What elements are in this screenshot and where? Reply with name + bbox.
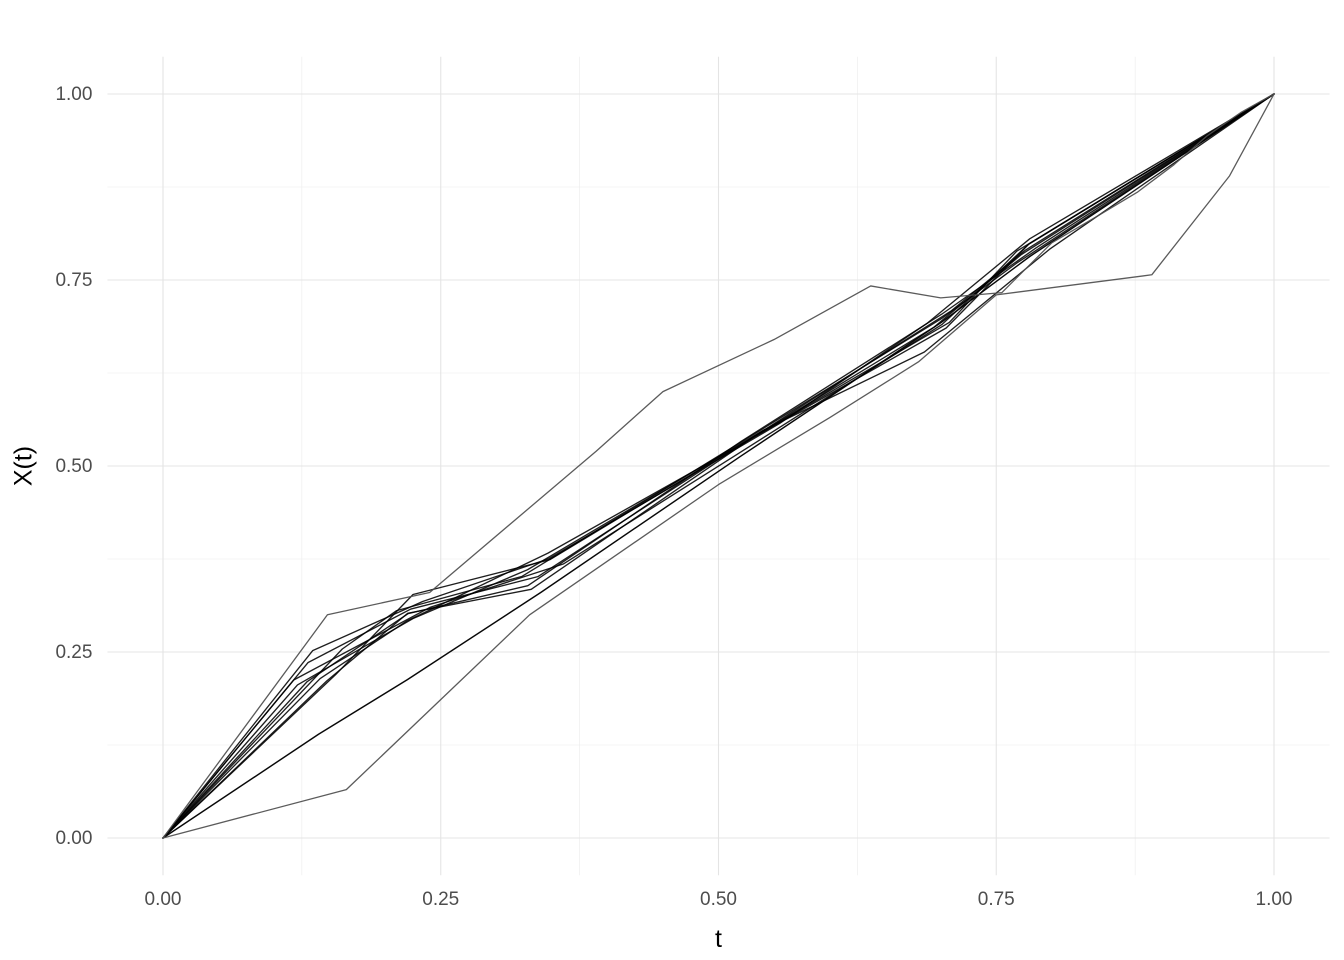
svg-text:0.00: 0.00 [55,828,92,849]
svg-text:1.00: 1.00 [55,84,92,105]
svg-text:0.75: 0.75 [55,270,92,291]
svg-text:0.50: 0.50 [55,456,92,477]
svg-text:0.75: 0.75 [978,889,1015,910]
svg-text:1.00: 1.00 [1256,889,1293,910]
svg-text:0.00: 0.00 [145,889,182,910]
svg-text:0.50: 0.50 [700,889,737,910]
svg-text:0.25: 0.25 [55,642,92,663]
svg-text:0.25: 0.25 [422,889,459,910]
